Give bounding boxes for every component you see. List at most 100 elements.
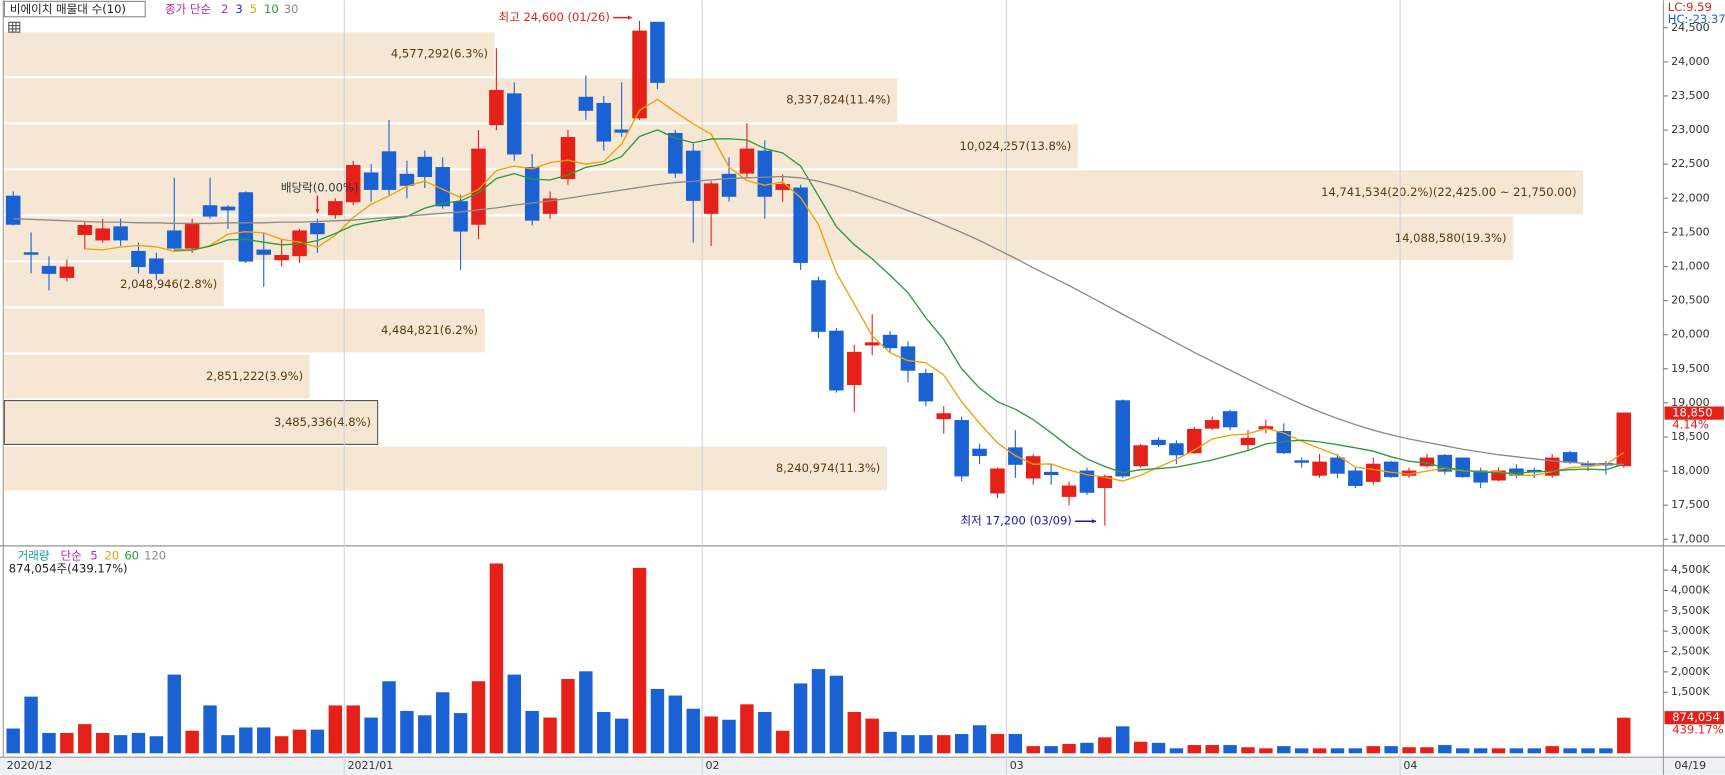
volume-profile-bar: [3, 400, 379, 445]
y-tick-label: 4,000K: [1671, 583, 1710, 596]
y-tick-label: 21,500: [1671, 225, 1710, 238]
x-axis-band: [0, 757, 1725, 775]
volume-bar: [1527, 748, 1542, 754]
table-icon[interactable]: [8, 21, 21, 33]
volume-bar: [1116, 726, 1130, 754]
candle-body: [614, 129, 629, 133]
candle-body: [1365, 463, 1381, 482]
volume-profile-bar: [4, 308, 485, 353]
header-box[interactable]: [3, 0, 146, 18]
volume-bar: [1277, 746, 1291, 754]
volume-bar: [310, 729, 325, 754]
volume-bar: [883, 731, 897, 754]
candle-body: [1079, 470, 1095, 493]
candle-body: [363, 172, 379, 190]
candle-body: [5, 195, 21, 225]
volume-bar: [1366, 746, 1380, 754]
candle-body: [829, 330, 844, 391]
volume-profile-bar: [4, 446, 887, 491]
volume-bar: [1044, 746, 1058, 754]
volume-bar: [435, 692, 450, 754]
volume-bar: [1294, 748, 1309, 754]
volume-bar: [1169, 748, 1184, 754]
candle-body: [310, 222, 325, 235]
x-tick-label: 2020/12: [7, 759, 53, 772]
volume-bar: [919, 735, 933, 754]
plot-layer: 4,577,292(6.3%) 8,337,824(11.4%) 10,024,25…: [3, 0, 1710, 775]
volume-bar: [382, 681, 396, 754]
candle-body: [417, 156, 433, 177]
volume-bar: [6, 728, 20, 754]
candle-body: [471, 148, 486, 225]
candle-body: [542, 198, 558, 214]
volume-bar: [1599, 748, 1613, 754]
volume-profile-bar: [4, 124, 1078, 169]
y-tick-label: 3,500K: [1671, 604, 1710, 617]
volume-bar: [1133, 741, 1148, 754]
volume-bar: [722, 719, 736, 754]
candle-body: [596, 102, 612, 142]
volume-bar: [95, 732, 110, 754]
ex-dividend-annotation: 배당락(0.00%): [281, 180, 359, 194]
volume-bar: [597, 712, 611, 754]
lc-label: LC:9.59: [1668, 0, 1712, 14]
y-tick-label: 20,500: [1671, 294, 1710, 307]
volume-bar: [954, 734, 969, 754]
candle-body: [149, 258, 164, 274]
volume-profile-bar: [4, 78, 898, 123]
candle-body: [685, 150, 701, 201]
volume-bar: [346, 705, 360, 754]
last-volume-box: [1664, 711, 1724, 725]
volume-profile-bar: [4, 354, 310, 399]
volume-bar: [274, 736, 289, 754]
candle-body: [166, 230, 182, 249]
volume-bar: [1223, 745, 1237, 754]
volume-bar: [185, 730, 199, 754]
volume-bar: [901, 735, 915, 754]
legend-entry: 5: [90, 548, 97, 562]
volume-profile-label: 14,088,580(19.3%): [1395, 231, 1507, 245]
volume-bar: [149, 736, 164, 754]
volume-profile-label: 10,024,257(13.8%): [959, 139, 1071, 153]
volume-bar: [221, 735, 235, 754]
volume-bar: [1420, 747, 1434, 754]
candle-body: [507, 93, 522, 155]
volume-bar: [990, 734, 1005, 754]
candle-body: [1222, 411, 1238, 428]
volume-profile-bar: [4, 216, 1514, 261]
volume-bar: [937, 735, 951, 754]
candle-body: [453, 201, 468, 232]
hc-label: HC:-23.37: [1668, 12, 1725, 26]
volume-bar: [543, 717, 557, 754]
volume-bar: [1080, 742, 1094, 754]
volume-bar: [972, 725, 987, 754]
volume-info: 874,054주(439.17%): [9, 562, 128, 576]
candle-body: [990, 468, 1005, 494]
volume-bar: [1384, 746, 1398, 754]
candle-body: [1133, 445, 1148, 467]
volume-bar: [239, 727, 253, 754]
y-tick-label: 2,000K: [1671, 665, 1710, 678]
y-tick-label: 17,000: [1671, 532, 1710, 545]
volume-bar: [42, 732, 56, 754]
candle-body: [1115, 400, 1130, 477]
volume-bar: [1563, 748, 1577, 754]
candle-body: [936, 413, 952, 420]
candle-body: [757, 150, 773, 197]
volume-bar: [292, 729, 307, 754]
moving-average-line: [84, 98, 1625, 482]
candle-body: [524, 167, 540, 221]
volume-profile-bar: [4, 32, 495, 77]
candle-body: [793, 187, 808, 263]
volume-bar: [1473, 748, 1488, 754]
candle-body: [131, 250, 146, 268]
volume-bar: [489, 563, 504, 754]
candle-body: [668, 132, 683, 174]
x-tick-label: 03: [1010, 759, 1024, 772]
volume-bar: [704, 716, 718, 754]
legend-entry: 120: [144, 548, 166, 562]
candle-body: [1169, 443, 1184, 456]
volume-bar: [740, 704, 754, 754]
volume-bar: [1348, 748, 1363, 754]
volume-profile-label: 8,240,974(11.3%): [776, 461, 880, 475]
